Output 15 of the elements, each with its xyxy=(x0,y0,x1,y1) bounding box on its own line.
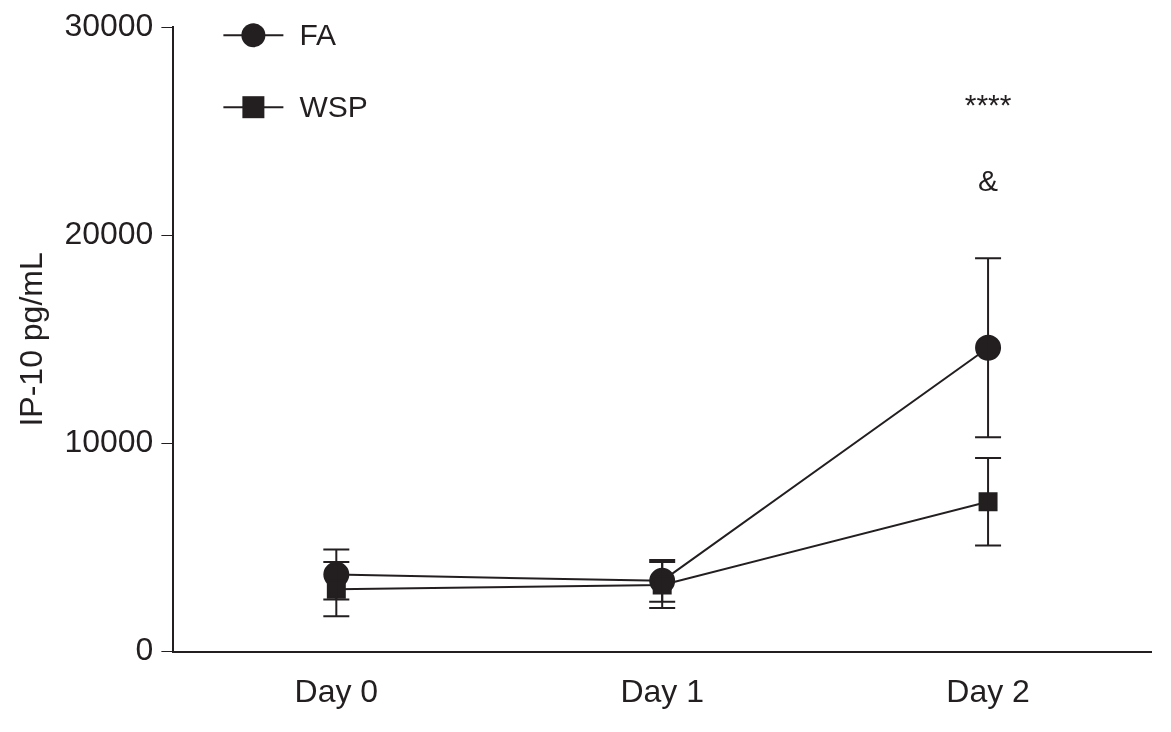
legend-label: WSP xyxy=(299,90,368,124)
annotation: **** xyxy=(964,88,1012,122)
point xyxy=(975,334,1002,361)
y-tick-label: 0 xyxy=(135,631,154,668)
point xyxy=(978,492,998,512)
y-axis-title: IP-10 pg/mL xyxy=(13,252,50,427)
y-tick-label: 30000 xyxy=(64,7,154,44)
x-tick-label: Day 1 xyxy=(620,672,704,709)
x-tick-label: Day 0 xyxy=(294,672,379,709)
annotation: & xyxy=(978,164,999,198)
point xyxy=(326,579,346,599)
legend-label: FA xyxy=(299,18,337,52)
x-tick-label: Day 2 xyxy=(946,672,1030,709)
y-tick-label: 20000 xyxy=(64,215,154,252)
y-tick-label: 10000 xyxy=(64,423,154,460)
